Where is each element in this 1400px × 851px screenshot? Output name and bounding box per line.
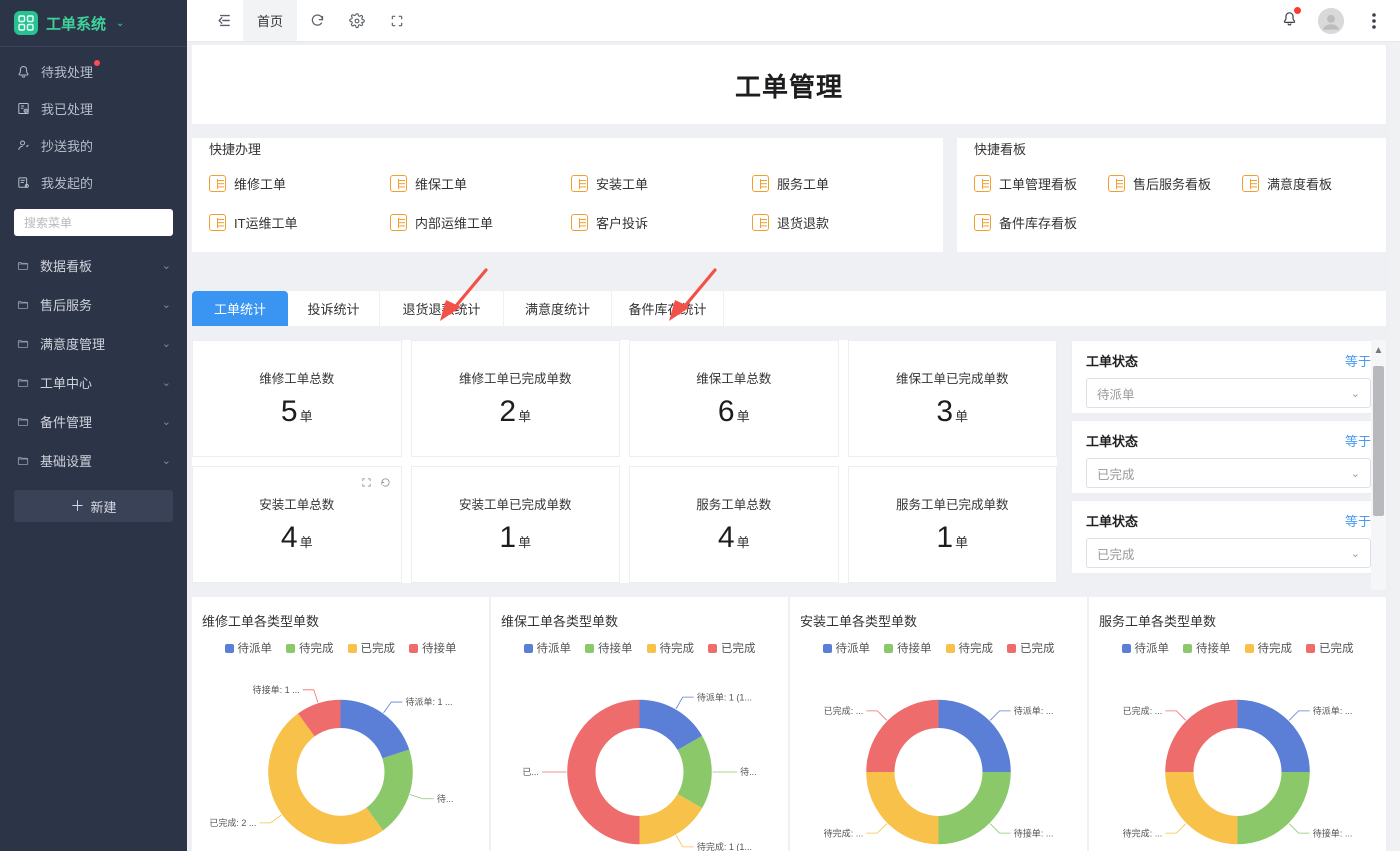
svg-text:已完成: 2 ...: 已完成: 2 ... <box>209 817 256 828</box>
svg-text:待接单: ...: 待接单: ... <box>1014 827 1054 838</box>
svg-text:待派单: 1 (1...: 待派单: 1 (1... <box>697 691 752 702</box>
svg-text:待派单: ...: 待派单: ... <box>1313 705 1353 716</box>
svg-text:已完成: ...: 已完成: ... <box>1123 705 1163 716</box>
svg-text:待接单: 1 ...: 待接单: 1 ... <box>253 684 300 695</box>
svg-text:待接单: ...: 待接单: ... <box>1313 827 1353 838</box>
svg-text:已完成: ...: 已完成: ... <box>824 705 864 716</box>
svg-text:已...: 已... <box>522 767 539 777</box>
svg-text:待派单: 1 ...: 待派单: 1 ... <box>405 696 452 707</box>
svg-text:待完成: 1 (1...: 待完成: 1 (1... <box>697 841 752 851</box>
svg-text:待派单: ...: 待派单: ... <box>1014 705 1054 716</box>
svg-text:待...: 待... <box>740 766 757 777</box>
svg-text:待...: 待... <box>437 793 454 804</box>
svg-text:待完成: ...: 待完成: ... <box>824 827 864 838</box>
svg-text:待完成: ...: 待完成: ... <box>1123 827 1163 838</box>
